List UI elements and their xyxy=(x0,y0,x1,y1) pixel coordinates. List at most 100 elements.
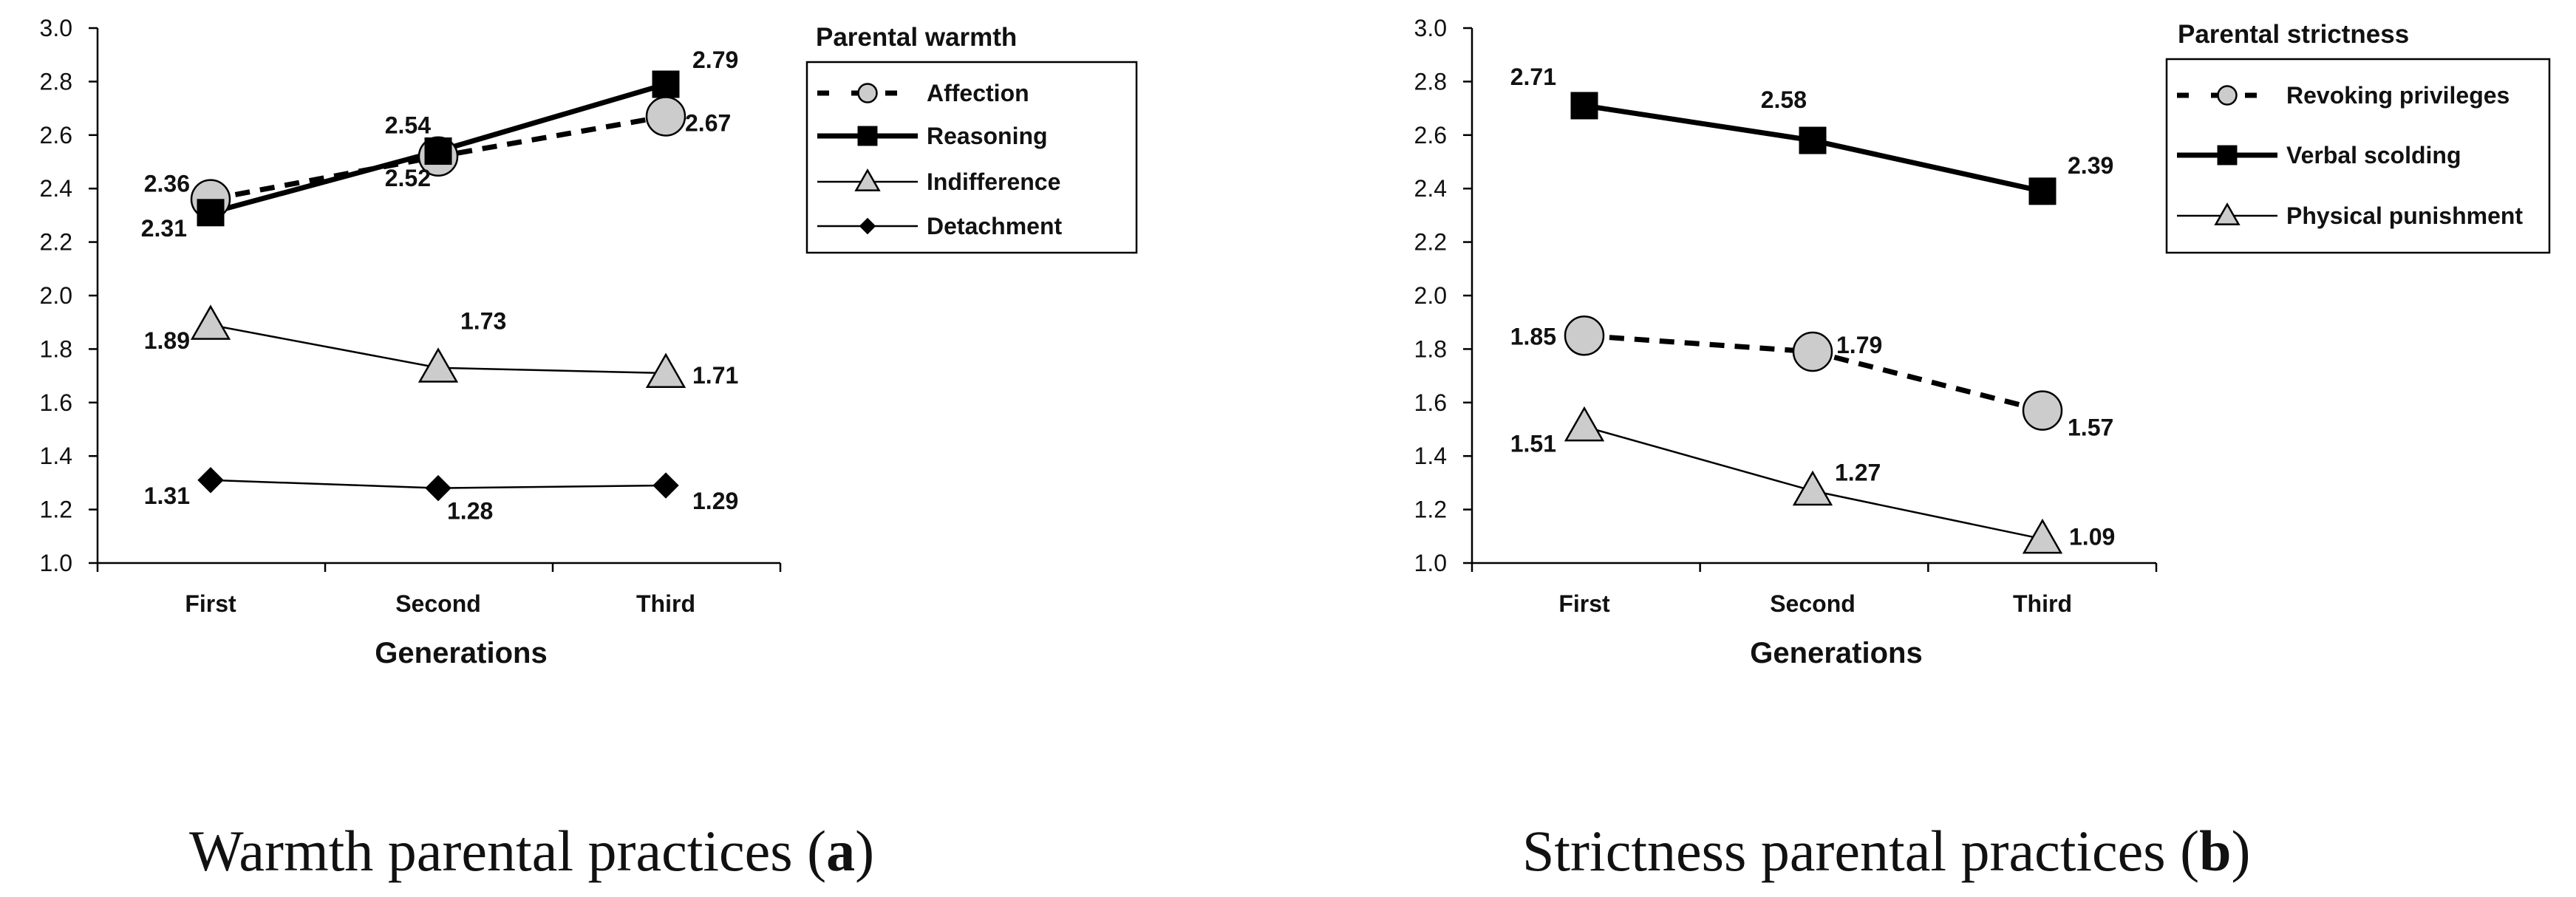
y-tick-label: 1.6 xyxy=(40,389,72,416)
data-point-physical-punishment xyxy=(1792,470,1833,506)
data-point-reasoning xyxy=(424,137,452,166)
y-tick-label: 2.6 xyxy=(40,122,72,149)
data-point-detachment xyxy=(197,467,224,494)
data-label: 1.73 xyxy=(460,308,506,335)
data-point-detachment xyxy=(652,472,679,499)
data-point-reasoning xyxy=(652,70,680,98)
y-tick-label: 2.0 xyxy=(1414,282,1447,309)
legend-entry-label: Verbal scolding xyxy=(2286,142,2461,168)
y-tick-label: 1.4 xyxy=(40,443,72,469)
data-point-verbal-scolding xyxy=(1570,92,1598,120)
data-label: 1.29 xyxy=(692,488,738,514)
legend-swatch-marker xyxy=(2217,85,2238,106)
legend-entry-label: Indifference xyxy=(927,168,1060,195)
data-point-verbal-scolding xyxy=(2028,177,2057,205)
x-tick-label: Second xyxy=(395,590,481,617)
y-tick-label: 2.4 xyxy=(1414,175,1447,202)
y-tick-label: 2.4 xyxy=(40,175,72,202)
data-point-physical-punishment xyxy=(2022,518,2063,554)
y-tick-label: 1.8 xyxy=(1414,335,1447,362)
x-tick-label: Third xyxy=(636,590,695,617)
y-tick-label: 2.0 xyxy=(40,282,72,309)
legend-swatch-marker xyxy=(2217,145,2238,166)
y-tick-label: 1.8 xyxy=(40,335,72,362)
data-point-indifference xyxy=(645,352,686,388)
x-tick-label: Second xyxy=(1770,590,1856,617)
data-label: 1.31 xyxy=(144,482,190,509)
caption-close: ) xyxy=(855,819,874,883)
legend-swatch-marker xyxy=(2214,202,2241,225)
data-label: 1.28 xyxy=(447,498,493,525)
data-point-indifference xyxy=(418,347,459,383)
chart-panel-a: 1.0 1.2 1.4 1.6 1.8 2.0 2.2 2.4 2.6 2.8 3.0 First Se… xyxy=(40,15,1138,883)
panel-caption: Strictness parental practices (b) xyxy=(1522,819,2251,883)
y-tick-label: 2.6 xyxy=(1414,122,1447,149)
data-label: 2.71 xyxy=(1510,64,1556,90)
data-label: 1.57 xyxy=(2068,415,2113,441)
caption-text: Warmth parental practices ( xyxy=(189,819,826,883)
legend-entry-label: Affection xyxy=(927,80,1029,106)
caption-text: Strictness parental practices ( xyxy=(1522,819,2199,883)
x-tick-label: First xyxy=(185,590,236,617)
data-label: 1.89 xyxy=(144,327,190,354)
data-label: 1.09 xyxy=(2069,523,2115,550)
data-label: 1.85 xyxy=(1510,323,1556,349)
caption-letter: b xyxy=(2199,819,2231,883)
legend-entry-label: Detachment xyxy=(927,213,1063,239)
caption-letter: a xyxy=(826,819,855,883)
chart-panel-b: 1.0 1.2 1.4 1.6 1.8 2.0 2.2 2.4 2.6 2.8 3.0 First Se… xyxy=(1414,15,2551,883)
legend-swatch-marker xyxy=(857,83,878,103)
data-label: 1.51 xyxy=(1510,430,1556,457)
y-tick-label: 2.8 xyxy=(1414,68,1447,95)
y-tick-label: 1.2 xyxy=(1414,497,1447,523)
data-label: 1.79 xyxy=(1836,332,1882,358)
data-label: 2.79 xyxy=(692,47,738,73)
y-tick-label: 1.2 xyxy=(40,497,72,523)
data-point-revoking-privileges xyxy=(2022,390,2063,431)
x-tick-label: First xyxy=(1558,590,1610,617)
data-point-revoking-privileges xyxy=(1564,316,1605,356)
y-tick-label: 2.8 xyxy=(40,68,72,95)
data-point-revoking-privileges xyxy=(1792,331,1833,372)
legend-entry-label: Reasoning xyxy=(927,123,1048,149)
data-label: 2.52 xyxy=(385,165,431,191)
y-tick-label: 1.4 xyxy=(1414,443,1447,469)
legend-title: Parental warmth xyxy=(816,23,1017,52)
data-label: 2.39 xyxy=(2068,152,2113,179)
y-tick-label: 1.0 xyxy=(40,550,72,576)
y-tick-label: 1.0 xyxy=(1414,550,1447,576)
data-point-physical-punishment xyxy=(1564,406,1605,442)
caption-close: ) xyxy=(2232,819,2251,883)
data-label: 2.58 xyxy=(1761,86,1807,113)
y-tick-label: 2.2 xyxy=(1414,229,1447,256)
data-point-detachment xyxy=(425,474,452,502)
data-label: 2.31 xyxy=(141,215,187,242)
x-axis-label: Generations xyxy=(1750,637,1922,669)
x-axis-label: Generations xyxy=(375,637,547,669)
y-tick-label: 1.6 xyxy=(1414,389,1447,416)
legend-swatch-marker xyxy=(859,217,876,235)
data-label: 2.54 xyxy=(385,112,431,139)
x-tick-label: Third xyxy=(2013,590,2072,617)
legend-title: Parental strictness xyxy=(2178,20,2409,49)
data-label: 2.36 xyxy=(144,171,190,197)
legend: Affection Reasoning Indifference Detachment xyxy=(805,61,1138,254)
legend: Revoking privileges Verbal scolding Physic… xyxy=(2165,58,2551,254)
legend-swatch-marker xyxy=(854,168,881,191)
y-tick-label: 3.0 xyxy=(40,15,72,41)
data-label: 1.71 xyxy=(692,362,738,389)
data-point-affection xyxy=(645,96,686,137)
data-point-reasoning xyxy=(197,199,225,227)
legend-entry-label: Physical punishment xyxy=(2286,202,2523,229)
data-point-indifference xyxy=(190,304,231,340)
legend-entry-label: Revoking privileges xyxy=(2286,82,2509,109)
y-tick-label: 3.0 xyxy=(1414,15,1447,41)
data-label: 2.67 xyxy=(685,109,731,136)
legend-swatch-marker xyxy=(857,126,878,146)
data-point-verbal-scolding xyxy=(1799,126,1827,154)
panel-caption: Warmth parental practices (a) xyxy=(189,819,874,883)
y-tick-label: 2.2 xyxy=(40,229,72,256)
data-label: 1.27 xyxy=(1835,459,1881,485)
